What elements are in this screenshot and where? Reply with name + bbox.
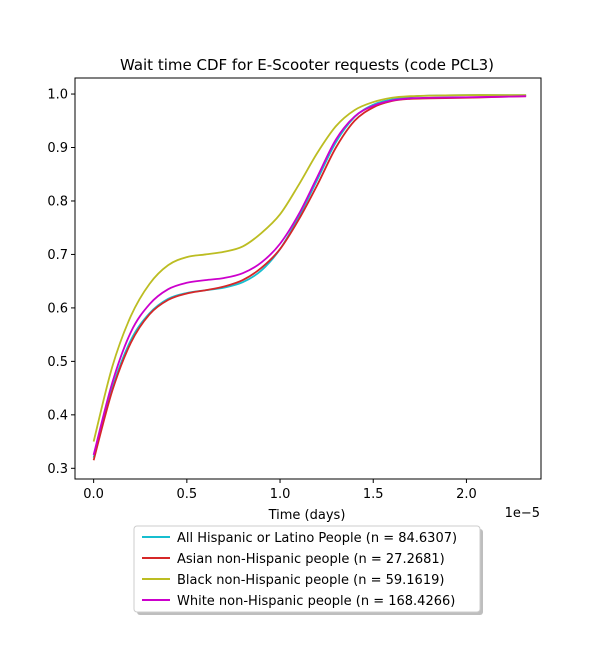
y-tick-label: 0.3 bbox=[47, 462, 68, 477]
series-line-1 bbox=[92, 95, 527, 461]
x-tick-label: 1.5 bbox=[363, 487, 384, 502]
y-tick-label: 1.0 bbox=[47, 88, 68, 103]
plot-frame bbox=[74, 77, 542, 480]
series-line-0 bbox=[92, 94, 527, 458]
series-line-3 bbox=[92, 95, 527, 456]
x-axis-label: Time (days) bbox=[268, 508, 346, 523]
chart-title: Wait time CDF for E-Scooter requests (co… bbox=[120, 56, 494, 74]
y-tick-label: 0.9 bbox=[47, 141, 68, 156]
legend-label-2: Black non-Hispanic people (n = 59.1619) bbox=[177, 573, 444, 588]
x-axis: 0.0 0.5 1.0 1.5 2.0 bbox=[83, 479, 477, 502]
x-tick-label: 0.0 bbox=[83, 487, 104, 502]
legend-label-3: White non-Hispanic people (n = 168.4266) bbox=[177, 594, 455, 609]
y-tick-label: 0.8 bbox=[47, 194, 68, 209]
legend-label-1: Asian non-Hispanic people (n = 27.2681) bbox=[177, 552, 445, 567]
x-tick-label: 2.0 bbox=[456, 487, 477, 502]
legend-box bbox=[133, 525, 481, 613]
x-tick-label: 1.0 bbox=[270, 487, 291, 502]
y-tick-label: 0.7 bbox=[47, 248, 68, 263]
y-tick-label: 0.6 bbox=[47, 301, 68, 316]
x-tick-label: 0.5 bbox=[176, 487, 197, 502]
y-tick-label: 0.5 bbox=[47, 355, 68, 370]
x-axis-offset-text: 1e−5 bbox=[505, 506, 540, 521]
legend: All Hispanic or Latino People (n = 84.63… bbox=[133, 525, 483, 615]
series-line-2 bbox=[92, 94, 527, 442]
plot-lines bbox=[92, 94, 527, 461]
y-tick-label: 0.4 bbox=[47, 408, 68, 423]
y-axis: 0.3 0.4 0.5 0.6 0.7 0.8 0.9 1.0 bbox=[47, 88, 75, 477]
legend-label-0: All Hispanic or Latino People (n = 84.63… bbox=[177, 531, 457, 546]
